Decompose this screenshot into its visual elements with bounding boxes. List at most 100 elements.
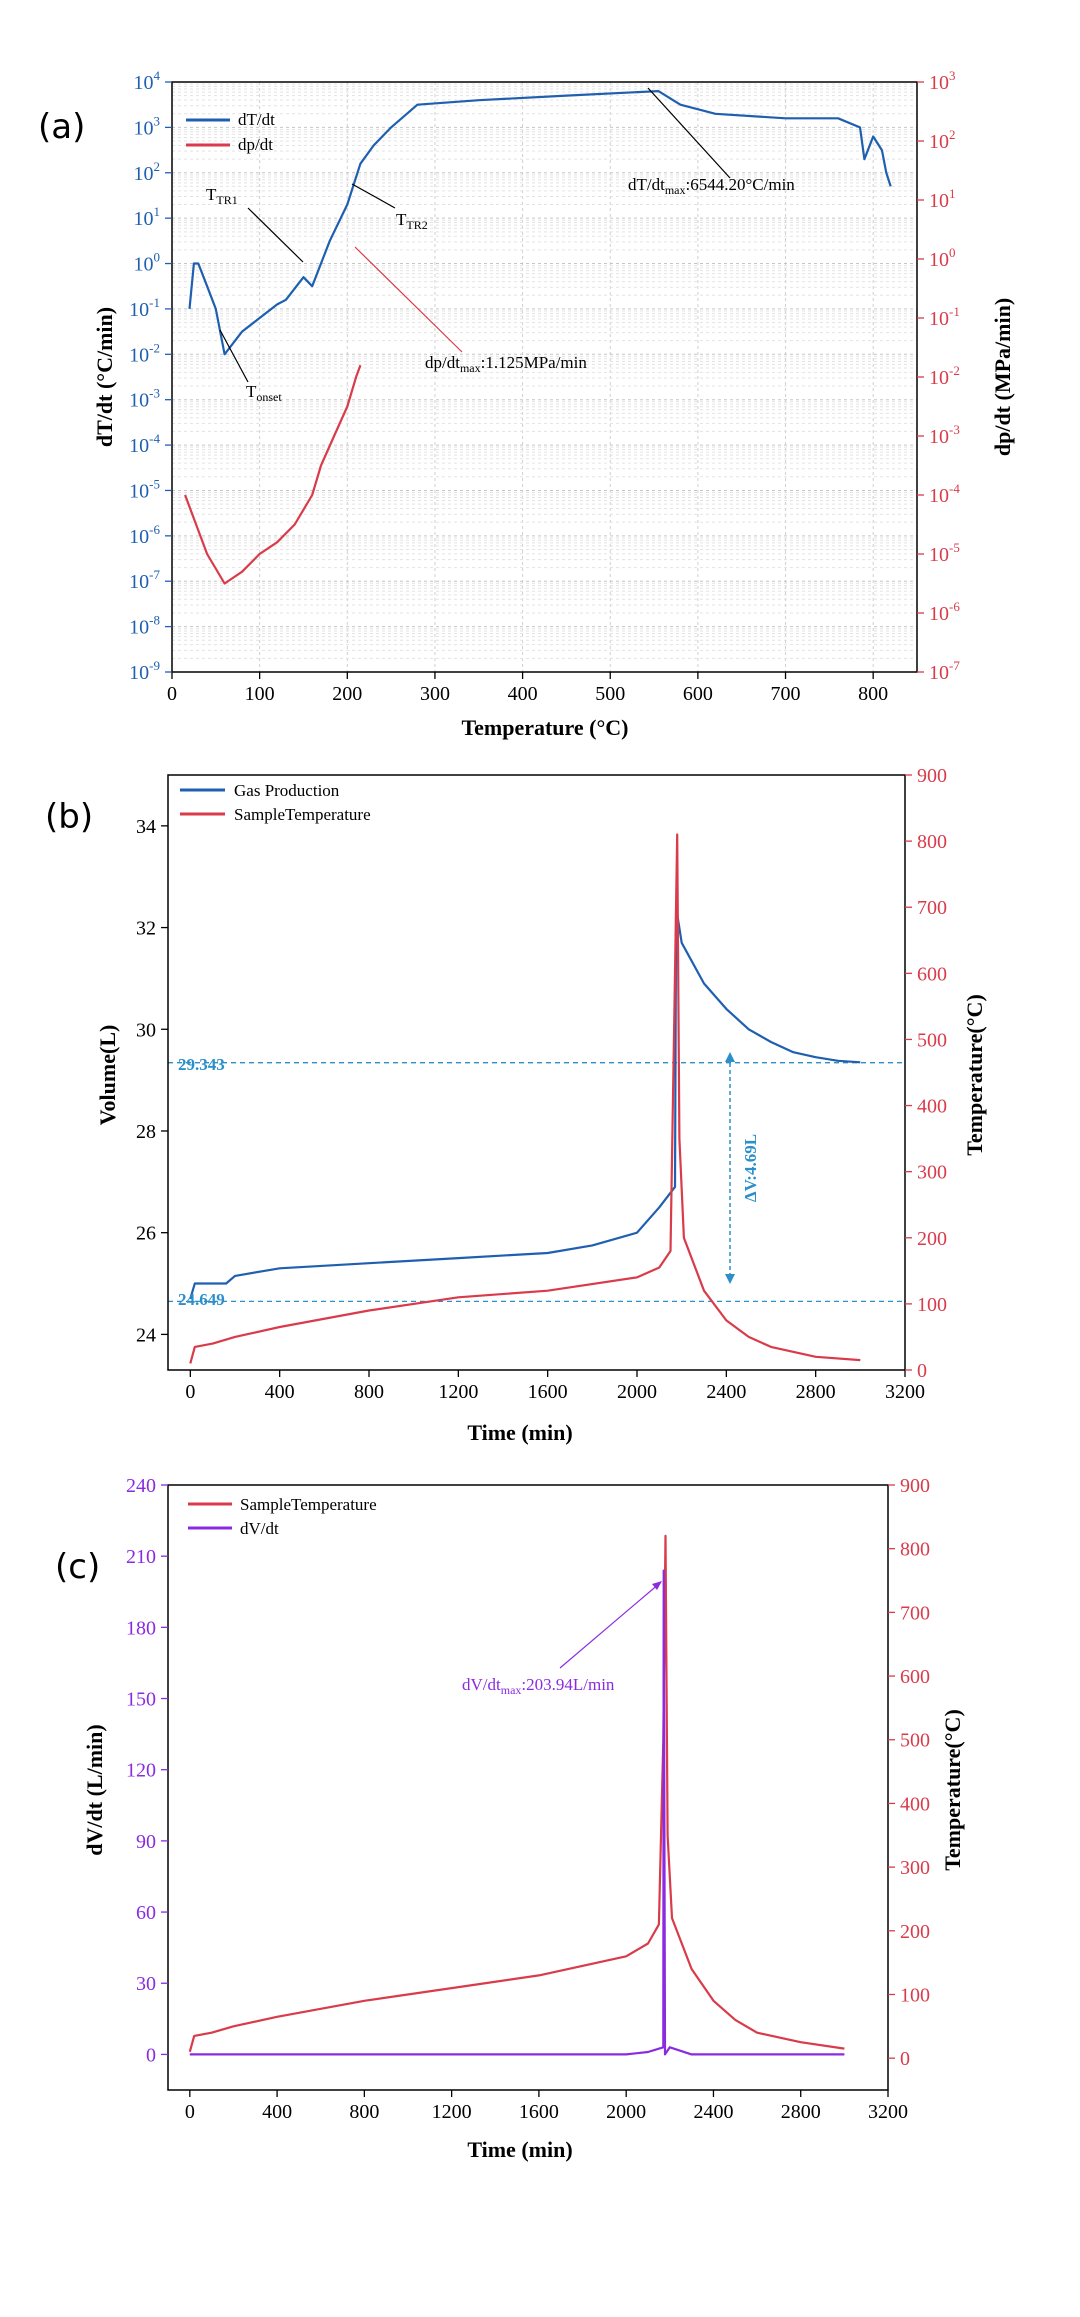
y-right-tick-label-1: 100 (900, 1984, 930, 2006)
dpdt-max-arrow (354, 246, 463, 353)
panel-c-annotations: dV/dtmax:203.94L/min (462, 1581, 662, 1697)
ttr1-arrow (247, 207, 304, 263)
y-right-tick-label-8: 10-5 (929, 540, 960, 566)
y-right-tick-label-4: 400 (917, 1096, 947, 1118)
y-left-tick-label-5: 150 (126, 1689, 156, 1711)
x-tick-label-3: 300 (420, 683, 450, 705)
panel-c-y-left-label: dV/dt (L/min) (82, 1724, 107, 1855)
y-right-tick-label-7: 700 (900, 1602, 930, 1624)
y-right-tick-label-5: 10-2 (929, 363, 960, 389)
y-left-tick-label-1: 30 (136, 1973, 156, 1995)
y-right-tick-label-2: 101 (929, 186, 956, 212)
ttr1-label: TTR1 (206, 185, 238, 207)
x-tick-label-1: 400 (265, 1381, 295, 1403)
y-right-tick-label-6: 600 (917, 963, 947, 985)
y-right-tick-label-4: 400 (900, 1793, 930, 1815)
x-tick-label-3: 1200 (432, 2101, 472, 2123)
y-left-tick-label-9: 10-5 (129, 476, 160, 502)
y-left-tick-label-4: 32 (136, 918, 156, 940)
series-line-dv-dt (189, 1569, 845, 2056)
x-tick-label-5: 2000 (606, 2101, 646, 2123)
panel-a-x-label: Temperature (°C) (461, 715, 628, 740)
panel-a-y-left-label: dT/dt (°C/min) (92, 307, 117, 447)
panel-b-annotations: 29.343 24.649 ΔV:4.69L (178, 1052, 760, 1309)
x-tick-label-8: 3200 (885, 1381, 925, 1403)
panel-c-x-label: Time (min) (467, 2137, 572, 2162)
y-right-tick-label-6: 10-3 (929, 422, 960, 448)
panel-b-y-right-ticks: 0 100 200 300 400 500 600 700 800 900 (905, 765, 947, 1382)
series-line-sampletemperature (189, 833, 861, 1364)
y-right-tick-label-9: 900 (900, 1475, 930, 1497)
panel-a-legend: dT/dt dp/dt (186, 110, 275, 154)
x-tick-label-3: 1200 (438, 1381, 478, 1403)
ttr2-arrow (351, 183, 396, 209)
x-tick-label-8: 800 (858, 683, 888, 705)
panel-c-series (188, 1534, 845, 2056)
legend-label-dvdt: dV/dt (240, 1519, 279, 1538)
series-line-gas-production (189, 906, 861, 1300)
panel-b-legend: Gas Production SampleTemperature (180, 781, 371, 824)
panel-a-annotations: TTR1 TTR2 Tonset dT/dtmax:6544.20°C/min … (206, 87, 795, 404)
panel-c-y-right-label: Temperature(°C) (940, 1709, 965, 1871)
x-tick-label-7: 2800 (781, 2101, 821, 2123)
panel-b-x-ticks: 0 400 800 1200 1600 2000 2400 2800 3200 (185, 1370, 925, 1403)
panel-a-grid (171, 82, 917, 673)
y-left-tick-label-7: 210 (126, 1546, 156, 1568)
y-right-tick-label-0: 103 (929, 68, 956, 94)
y-right-tick-label-9: 10-6 (929, 599, 960, 625)
y-right-tick-label-1: 102 (929, 127, 956, 153)
legend-label-temp-c: SampleTemperature (240, 1495, 377, 1514)
y-left-tick-label-7: 10-3 (129, 386, 160, 412)
upper-ref-value: 29.343 (178, 1055, 225, 1074)
dvdt-max-arrow-head (652, 1581, 662, 1590)
panel-b-y-right-label: Temperature(°C) (962, 994, 987, 1156)
panel-c-legend: SampleTemperature dV/dt (188, 1495, 377, 1538)
dvdt-max-label: dV/dtmax:203.94L/min (462, 1675, 615, 1697)
panel-c-y-right-ticks: 0 100 200 300 400 500 600 700 800 900 (888, 1475, 930, 2070)
delta-v-arrow-head-up (725, 1052, 735, 1062)
legend-label-dpdt: dp/dt (238, 135, 273, 154)
x-tick-label-2: 800 (349, 2101, 379, 2123)
y-right-tick-label-3: 300 (900, 1857, 930, 1879)
panel-a-y-left-ticks: 104 103 102 101 100 10-1 10-2 10-3 10-4 10-5 10-6 1… (129, 68, 172, 684)
panel-b: (b) 0 400 800 1200 1600 2000 2400 2800 3200 2426… (45, 765, 987, 1445)
x-tick-label-7: 2800 (796, 1381, 836, 1403)
x-tick-label-6: 2400 (693, 2101, 733, 2123)
y-right-tick-label-7: 700 (917, 897, 947, 919)
x-tick-label-1: 100 (245, 683, 275, 705)
delta-v-arrow-head-down (725, 1274, 735, 1284)
dtdt-max-label: dT/dtmax:6544.20°C/min (628, 175, 795, 197)
tonset-arrow (219, 329, 249, 383)
dvdt-max-arrow (559, 1582, 661, 1669)
x-tick-label-0: 0 (167, 683, 177, 705)
y-right-tick-label-8: 800 (900, 1539, 930, 1561)
panel-b-x-label: Time (min) (467, 1420, 572, 1445)
panel-c-x-ticks: 0 400 800 1200 1600 2000 2400 2800 3200 (185, 2090, 908, 2123)
x-tick-label-7: 700 (771, 683, 801, 705)
y-right-tick-label-6: 600 (900, 1666, 930, 1688)
panel-c-y-left-ticks: 0 30 60 90 120 150 180 210 240 (126, 1475, 168, 2066)
panel-b-label: (b) (45, 797, 93, 837)
y-left-tick-label-0: 0 (146, 2044, 156, 2066)
y-left-tick-label-6: 180 (126, 1617, 156, 1639)
panel-a-series (184, 89, 892, 585)
y-left-tick-label-8: 10-4 (129, 431, 160, 457)
panel-b-frame (167, 774, 906, 1371)
y-right-tick-label-7: 10-4 (929, 481, 960, 507)
x-tick-label-4: 400 (508, 683, 538, 705)
y-right-tick-label-4: 10-1 (929, 304, 960, 330)
y-left-tick-label-4: 120 (126, 1760, 156, 1782)
y-left-tick-label-2: 102 (134, 159, 161, 185)
y-left-tick-label-13: 10-9 (129, 658, 160, 684)
y-left-tick-label-6: 10-2 (129, 340, 160, 366)
x-tick-label-1: 400 (262, 2101, 292, 2123)
y-left-tick-label-12: 10-8 (129, 613, 160, 639)
y-left-tick-label-5: 10-1 (129, 295, 160, 321)
y-left-tick-label-3: 30 (136, 1019, 156, 1041)
ttr2-label: TTR2 (396, 210, 428, 232)
panel-b-reference-lines (168, 1062, 905, 1303)
panel-c: (c) 0 400 800 1200 1600 2000 2400 2800 3200 0306… (55, 1475, 965, 2162)
y-right-tick-label-0: 0 (917, 1360, 927, 1382)
panel-a-y-right-ticks: 103 102 101 100 10-1 10-2 10-3 10-4 10-5 10-6 10-7 (917, 68, 960, 684)
